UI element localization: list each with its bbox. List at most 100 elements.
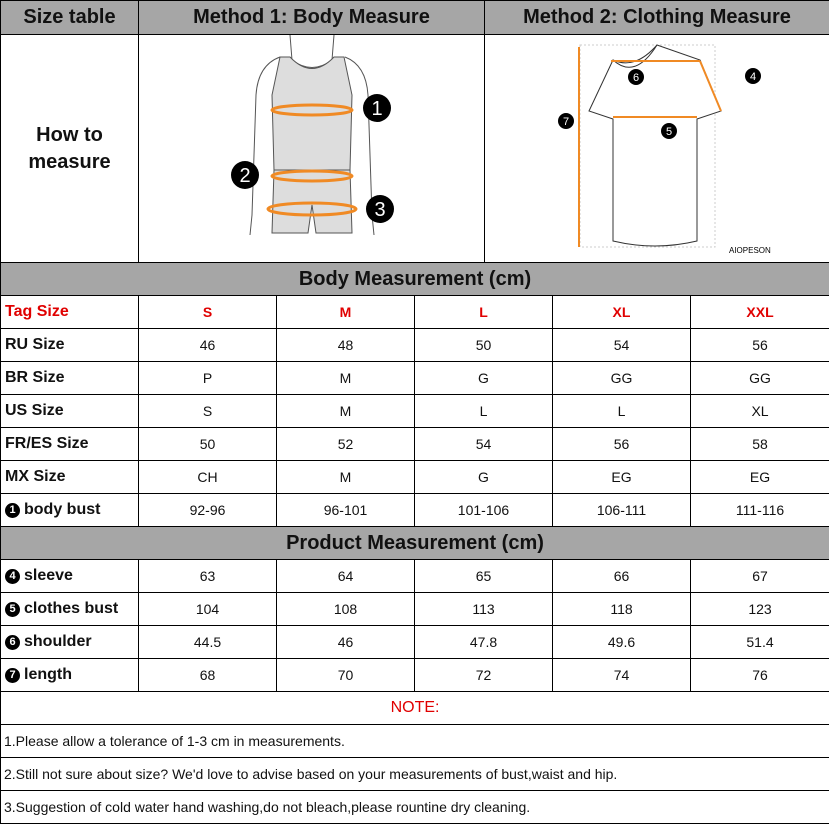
marker-5: 5 [666, 126, 672, 138]
table-cell: 47.8 [415, 626, 553, 659]
marker-1: 1 [371, 98, 382, 120]
table-cell: M [277, 461, 415, 494]
marker-4: 4 [750, 71, 756, 83]
table-cell: 56 [553, 428, 691, 461]
row-label-text: body bust [24, 501, 100, 518]
table-cell: 96-101 [277, 494, 415, 527]
table-cell: 106-111 [553, 494, 691, 527]
table-cell: G [415, 461, 553, 494]
table-cell: 48 [277, 329, 415, 362]
row-label: 7 length [1, 659, 139, 692]
brand-label: AIOPESON [729, 246, 771, 255]
body-measurement-header: Body Measurement (cm) [1, 263, 829, 296]
table-cell: CH [139, 461, 277, 494]
table-cell: 51.4 [691, 626, 829, 659]
table-cell: 111-116 [691, 494, 829, 527]
table-cell: S [139, 395, 277, 428]
table-cell: 67 [691, 560, 829, 593]
row-label: RU Size [1, 329, 139, 362]
row-label: US Size [1, 395, 139, 428]
clothing-measure-illustration: 6 4 7 5 AIOPESON [485, 35, 829, 263]
number-badge-icon: 7 [5, 668, 20, 683]
body-measure-illustration: 1 2 3 [139, 35, 485, 263]
row-label: 6 shoulder [1, 626, 139, 659]
table-cell: 101-106 [415, 494, 553, 527]
note-item: 3.Suggestion of cold water hand washing,… [1, 791, 829, 824]
row-label: MX Size [1, 461, 139, 494]
table-cell: 63 [139, 560, 277, 593]
table-cell: 46 [139, 329, 277, 362]
row-label-text: length [24, 666, 72, 683]
table-cell: 72 [415, 659, 553, 692]
number-badge-icon: 6 [5, 635, 20, 650]
row-label-text: shoulder [24, 633, 92, 650]
note-item: 1.Please allow a tolerance of 1-3 cm in … [1, 725, 829, 758]
table-cell: GG [691, 362, 829, 395]
number-badge-icon: 1 [5, 503, 20, 518]
marker-3: 3 [374, 199, 385, 221]
table-cell: L [415, 296, 553, 329]
table-cell: 52 [277, 428, 415, 461]
row-label-text: RU Size [5, 336, 65, 353]
method2-title: Method 2: Clothing Measure [485, 1, 829, 35]
table-cell: 108 [277, 593, 415, 626]
table-cell: 70 [277, 659, 415, 692]
note-title: NOTE: [1, 692, 829, 725]
table-cell: XL [553, 296, 691, 329]
table-cell: EG [691, 461, 829, 494]
note-item: 2.Still not sure about size? We'd love t… [1, 758, 829, 791]
table-cell: M [277, 296, 415, 329]
row-label-text: MX Size [5, 468, 65, 485]
size-table-title: Size table [1, 1, 139, 35]
row-label-text: sleeve [24, 567, 73, 584]
number-badge-icon: 4 [5, 569, 20, 584]
row-label: BR Size [1, 362, 139, 395]
table-cell: L [415, 395, 553, 428]
table-cell: 65 [415, 560, 553, 593]
table-cell: 58 [691, 428, 829, 461]
table-cell: 66 [553, 560, 691, 593]
table-cell: XXL [691, 296, 829, 329]
marker-6: 6 [633, 72, 639, 84]
row-label-text: BR Size [5, 369, 65, 386]
table-cell: 56 [691, 329, 829, 362]
table-cell: 118 [553, 593, 691, 626]
table-cell: 68 [139, 659, 277, 692]
table-cell: 64 [277, 560, 415, 593]
table-cell: 44.5 [139, 626, 277, 659]
table-cell: P [139, 362, 277, 395]
table-cell: 104 [139, 593, 277, 626]
table-cell: M [277, 362, 415, 395]
table-cell: 49.6 [553, 626, 691, 659]
row-label: Tag Size [1, 296, 139, 329]
row-label-text: FR/ES Size [5, 435, 89, 452]
table-cell: 46 [277, 626, 415, 659]
table-cell: 54 [553, 329, 691, 362]
how-to-line2: measure [28, 151, 110, 173]
row-label: 1 body bust [1, 494, 139, 527]
marker-7: 7 [563, 116, 569, 128]
table-cell: M [277, 395, 415, 428]
table-cell: XL [691, 395, 829, 428]
marker-2: 2 [239, 165, 250, 187]
table-cell: 92-96 [139, 494, 277, 527]
table-cell: L [553, 395, 691, 428]
method1-title: Method 1: Body Measure [139, 1, 485, 35]
number-badge-icon: 5 [5, 602, 20, 617]
row-label: FR/ES Size [1, 428, 139, 461]
row-label: 4 sleeve [1, 560, 139, 593]
table-cell: 113 [415, 593, 553, 626]
table-cell: GG [553, 362, 691, 395]
